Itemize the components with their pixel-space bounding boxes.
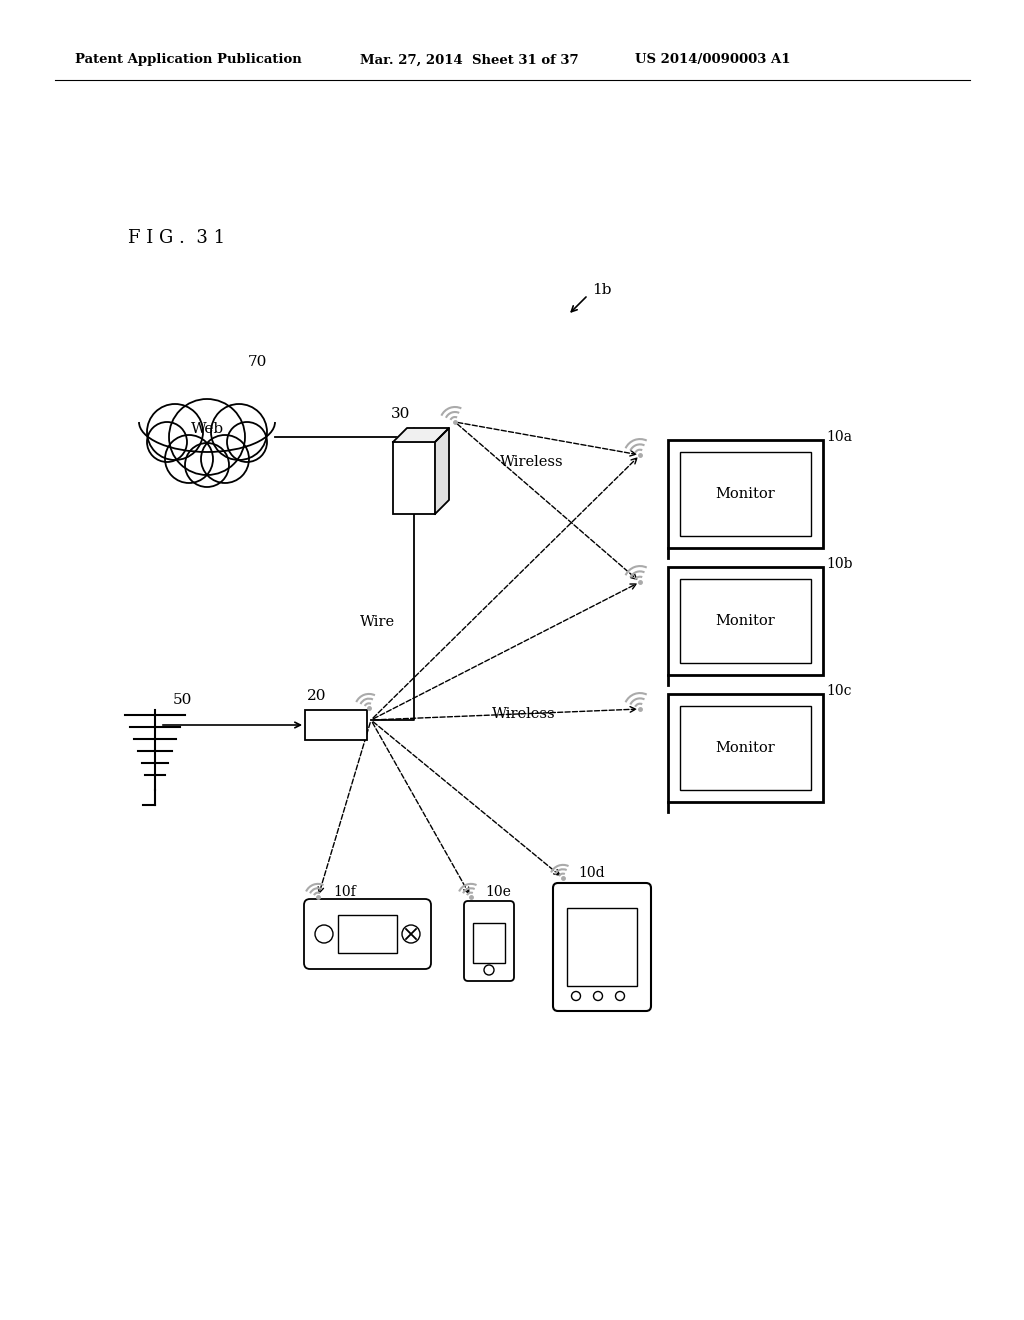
- Text: 10a: 10a: [826, 430, 852, 444]
- Text: 10b: 10b: [826, 557, 853, 572]
- Bar: [139, 392, 275, 447]
- Circle shape: [185, 444, 229, 487]
- Polygon shape: [435, 428, 449, 513]
- FancyBboxPatch shape: [464, 902, 514, 981]
- Bar: [567, 908, 637, 986]
- Text: 1b: 1b: [592, 282, 611, 297]
- Circle shape: [201, 436, 249, 483]
- Circle shape: [169, 399, 245, 475]
- Polygon shape: [393, 428, 449, 442]
- Bar: [668, 440, 823, 548]
- Text: Patent Application Publication: Patent Application Publication: [75, 54, 302, 66]
- Bar: [680, 451, 811, 536]
- Bar: [338, 915, 397, 953]
- Text: 20: 20: [307, 689, 327, 704]
- Text: Wireless: Wireless: [500, 455, 563, 469]
- FancyBboxPatch shape: [553, 883, 651, 1011]
- Circle shape: [571, 991, 581, 1001]
- Text: 30: 30: [391, 407, 411, 421]
- Text: 70: 70: [248, 355, 267, 370]
- Bar: [668, 568, 823, 675]
- Text: F I G .  3 1: F I G . 3 1: [128, 228, 225, 247]
- Bar: [680, 706, 811, 789]
- Text: Monitor: Monitor: [716, 741, 775, 755]
- Text: Monitor: Monitor: [716, 614, 775, 628]
- Text: Wire: Wire: [360, 615, 395, 630]
- Text: 50: 50: [173, 693, 193, 708]
- Bar: [668, 694, 823, 803]
- Text: Web: Web: [190, 422, 223, 436]
- Bar: [393, 442, 435, 513]
- Text: 10e: 10e: [485, 884, 511, 899]
- Circle shape: [227, 422, 267, 462]
- Circle shape: [165, 436, 213, 483]
- Text: 10f: 10f: [333, 884, 355, 899]
- Circle shape: [147, 422, 187, 462]
- Text: 10d: 10d: [578, 866, 604, 880]
- Text: US 2014/0090003 A1: US 2014/0090003 A1: [635, 54, 791, 66]
- Text: Mar. 27, 2014  Sheet 31 of 37: Mar. 27, 2014 Sheet 31 of 37: [360, 54, 579, 66]
- Text: Wireless: Wireless: [492, 708, 556, 721]
- Circle shape: [147, 404, 203, 459]
- Bar: [305, 710, 367, 741]
- Circle shape: [211, 404, 267, 459]
- Text: Monitor: Monitor: [716, 487, 775, 502]
- Circle shape: [484, 965, 494, 975]
- Bar: [680, 579, 811, 663]
- Circle shape: [615, 991, 625, 1001]
- Circle shape: [402, 925, 420, 942]
- FancyBboxPatch shape: [304, 899, 431, 969]
- Bar: [473, 923, 505, 964]
- Text: 10c: 10c: [826, 684, 852, 698]
- Circle shape: [315, 925, 333, 942]
- Circle shape: [594, 991, 602, 1001]
